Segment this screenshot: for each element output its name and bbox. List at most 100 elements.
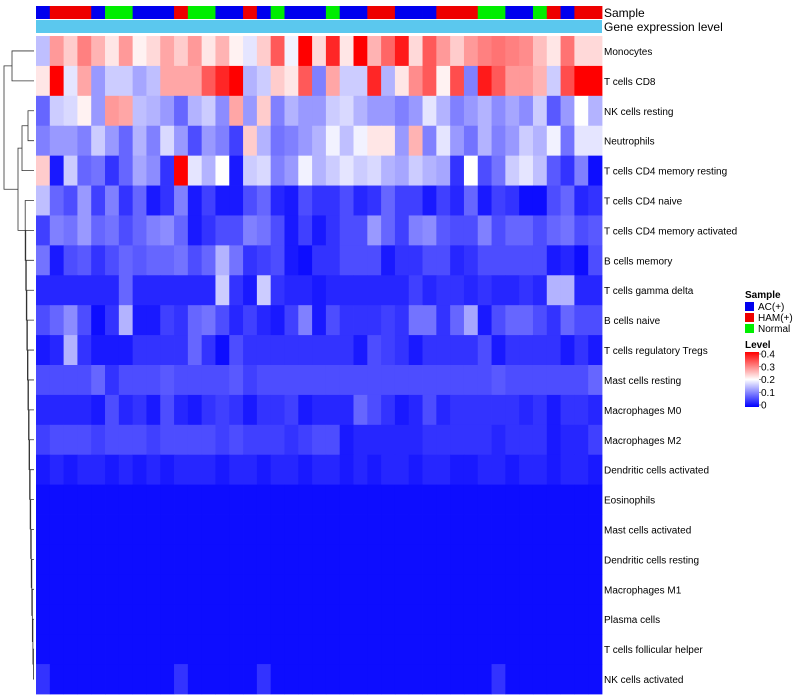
heatmap-cell — [394, 514, 410, 545]
heatmap-cell — [325, 275, 341, 306]
heatmap-cell — [49, 305, 65, 336]
row-label: T cells CD8 — [604, 77, 656, 88]
row-label: Plasma cells — [604, 615, 660, 626]
heatmap-cell — [243, 604, 258, 635]
sample-annotation-cell — [105, 6, 120, 19]
heatmap-cell — [174, 335, 189, 366]
heatmap-cell — [215, 36, 230, 67]
heatmap-cell — [588, 574, 603, 605]
heatmap-cell — [229, 125, 244, 157]
heatmap-cell — [477, 394, 492, 426]
heatmap-cell — [422, 335, 437, 366]
heatmap-cell — [588, 65, 603, 97]
heatmap-cell — [243, 95, 258, 127]
heatmap-cell — [36, 514, 51, 545]
heatmap-cell — [118, 484, 134, 515]
heatmap-cell — [187, 394, 203, 426]
sample-annotation-cell — [201, 6, 216, 19]
heatmap-cell — [132, 36, 147, 67]
heatmap-cell — [77, 604, 92, 635]
heatmap-cell — [284, 335, 299, 366]
heatmap-cell — [560, 574, 575, 605]
heatmap-cell — [77, 454, 92, 486]
heatmap-cell — [353, 65, 368, 97]
heatmap-cell — [118, 95, 134, 127]
heatmap-cell — [174, 245, 189, 276]
sample-legend-label: Normal — [758, 324, 790, 335]
heatmap-cell — [256, 215, 272, 246]
heatmap-cell — [63, 215, 78, 246]
heatmap-cell — [63, 664, 78, 695]
heatmap-cell — [312, 245, 327, 276]
heatmap-cell — [49, 215, 65, 246]
heatmap-cell — [132, 65, 147, 97]
heatmap-cell — [77, 574, 92, 605]
heatmap-cell — [408, 394, 423, 426]
heatmap-cell — [243, 335, 258, 366]
heatmap-cell — [588, 125, 603, 157]
heatmap-cell — [201, 36, 216, 67]
heatmap-cell — [132, 424, 147, 456]
heatmap-cell — [463, 305, 479, 336]
heatmap-cell — [229, 245, 244, 276]
heatmap-cell — [160, 245, 175, 276]
heatmap-cell — [367, 65, 382, 97]
heatmap-cell — [381, 335, 396, 366]
heatmap-cell — [49, 36, 65, 67]
heatmap-cell — [284, 95, 299, 127]
heatmap-cell — [160, 454, 175, 486]
heatmap-cell — [519, 424, 534, 456]
heatmap-cell — [436, 185, 451, 216]
heatmap-cell — [519, 275, 534, 306]
heatmap-cell — [105, 514, 120, 545]
heatmap-cell — [367, 185, 382, 216]
heatmap-cell — [187, 664, 203, 695]
heatmap-cell — [394, 65, 410, 97]
heatmap-cell — [118, 604, 134, 635]
heatmap-cell — [91, 275, 106, 306]
heatmap-cell — [560, 335, 575, 366]
heatmap-cell — [463, 574, 479, 605]
heatmap-cell — [546, 514, 561, 545]
heatmap-cell — [422, 275, 437, 306]
heatmap-cell — [312, 454, 327, 486]
heatmap-cell — [63, 125, 78, 157]
heatmap-cell — [270, 305, 285, 336]
heatmap-cell — [77, 125, 92, 157]
heatmap-cell — [215, 275, 230, 306]
heatmap-cell — [298, 245, 313, 276]
heatmap-cell — [546, 574, 561, 605]
heatmap-cell — [187, 454, 203, 486]
heatmap-cell — [422, 245, 437, 276]
heatmap-cell — [394, 95, 410, 127]
heatmap-cell — [381, 305, 396, 336]
heatmap-cell — [381, 65, 396, 97]
heatmap-cell — [77, 664, 92, 695]
heatmap-cell — [574, 574, 589, 605]
heatmap-cell — [49, 604, 65, 635]
heatmap-cell — [312, 275, 327, 306]
heatmap-cell — [574, 155, 589, 186]
sample-annotation-cell — [118, 6, 134, 19]
heatmap-cell — [36, 305, 51, 336]
heatmap-cell — [36, 574, 51, 605]
heatmap-cell — [408, 95, 423, 127]
heatmap-cell — [519, 544, 534, 575]
heatmap-cell — [339, 215, 354, 246]
heatmap-cell — [77, 95, 92, 127]
heatmap-cell — [477, 634, 492, 665]
heatmap-cell — [463, 155, 479, 186]
sample-annotation-cell — [312, 6, 327, 19]
heatmap-cell — [174, 65, 189, 97]
heatmap-cell — [174, 185, 189, 216]
heatmap-cell — [160, 125, 175, 157]
heatmap-cell — [298, 484, 313, 515]
heatmap-cell — [105, 215, 120, 246]
heatmap-cell — [505, 155, 520, 186]
heatmap-cell — [560, 185, 575, 216]
heatmap-cell — [91, 215, 106, 246]
heatmap-cell — [325, 185, 341, 216]
heatmap-cell — [49, 125, 65, 157]
heatmap-cell — [422, 36, 437, 67]
heatmap-cell — [422, 365, 437, 396]
